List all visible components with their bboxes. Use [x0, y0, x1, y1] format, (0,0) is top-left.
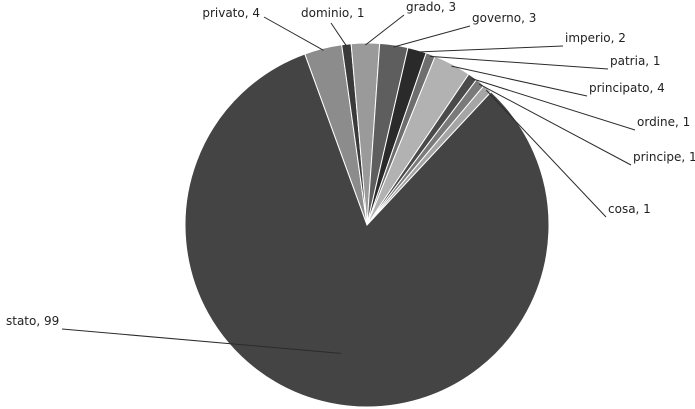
- slice-labels: privato, 4 dominio, 1 grado, 3 governo, 3 im…: [6, 0, 695, 328]
- leader-line-ordine: [471, 78, 636, 131]
- leader-line-cosa: [485, 89, 607, 218]
- data-label-cosa: cosa, 1: [608, 202, 651, 216]
- leader-line-principato: [451, 65, 588, 97]
- leader-line-governo: [393, 25, 471, 48]
- label-leader-lines: [61, 14, 636, 354]
- pie-slices: [184, 42, 550, 408]
- data-label-patria: patria, 1: [610, 54, 661, 68]
- data-label-dominio: dominio, 1: [301, 6, 365, 20]
- pie-slice-stato: [184, 53, 550, 408]
- leader-line-privato: [263, 16, 324, 51]
- data-label-grado: grado, 3: [406, 0, 456, 14]
- data-label-imperio: imperio, 2: [565, 31, 626, 45]
- data-label-ordine: ordine, 1: [637, 115, 690, 129]
- data-label-principato: principato, 4: [589, 81, 665, 95]
- data-label-principe: principe, 1: [633, 150, 695, 164]
- data-label-stato: stato, 99: [6, 314, 59, 328]
- leader-line-dominio: [330, 22, 348, 47]
- leader-line-grado: [365, 14, 405, 46]
- data-label-governo: governo, 3: [472, 11, 536, 25]
- data-label-privato: privato, 4: [202, 6, 260, 20]
- leader-line-patria: [429, 55, 609, 70]
- leader-line-principe: [478, 83, 632, 166]
- leader-line-imperio: [416, 45, 564, 53]
- leader-line-stato: [61, 328, 341, 354]
